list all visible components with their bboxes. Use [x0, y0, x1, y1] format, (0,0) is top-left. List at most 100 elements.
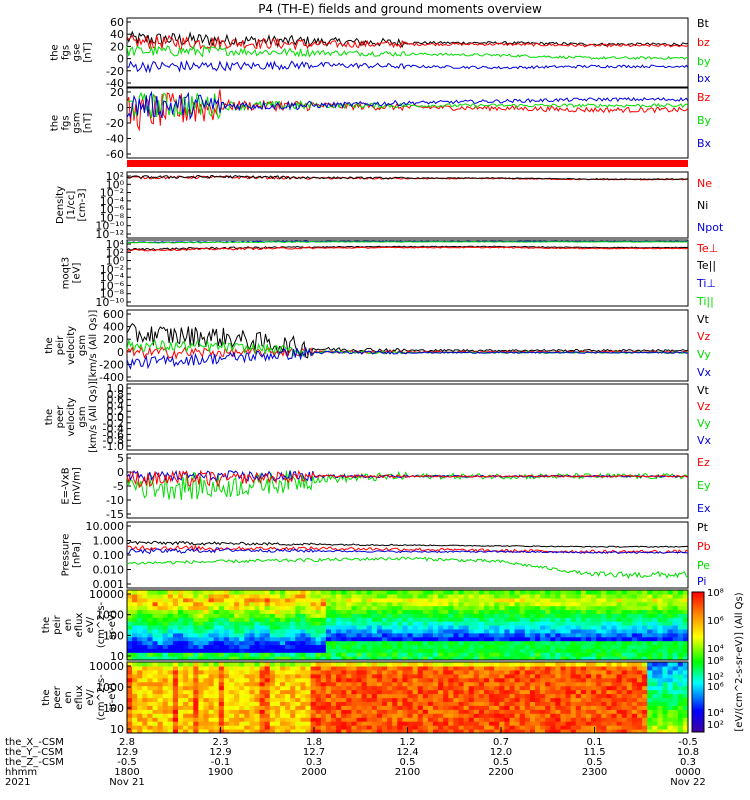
spectrogram-cell: [193, 593, 199, 599]
spectrogram-cell: [325, 625, 332, 630]
spectrogram-cell: [453, 689, 460, 695]
spectrogram-cell: [254, 609, 261, 614]
spectrogram-cell: [162, 665, 169, 671]
spectrogram-cell: [601, 681, 607, 687]
spectrogram-cell: [300, 662, 307, 667]
spectrogram-cell: [152, 648, 159, 653]
spectrogram-cell: [376, 693, 383, 699]
spectrogram-cell: [239, 625, 245, 630]
spectrogram-cell: [621, 665, 628, 671]
spectrogram-cell: [366, 677, 373, 683]
spectrogram-cell: [422, 662, 429, 667]
x-tick-label: 0.3: [680, 757, 696, 768]
spectrogram-cell: [183, 640, 189, 646]
legend-entry: By: [697, 114, 712, 127]
spectrogram-cell: [519, 717, 526, 722]
spectrogram-cell: [601, 673, 607, 679]
spectrogram-cell: [545, 617, 551, 622]
spectrogram-cell: [127, 613, 133, 618]
legend-entry: Ey: [697, 479, 711, 492]
spectrogram-cell: [626, 621, 633, 626]
spectrogram-cell: [616, 725, 623, 730]
spectrogram-cell: [331, 697, 337, 702]
spectrogram-cell: [611, 636, 618, 642]
spectrogram-cell: [550, 628, 556, 634]
spectrogram-cell: [540, 640, 546, 646]
spectrogram-cell: [198, 709, 205, 714]
spectrogram-cell: [402, 605, 409, 611]
spectrogram-cell: [422, 640, 429, 646]
spectrogram-cell: [392, 709, 398, 714]
spectrogram-cell: [274, 597, 281, 603]
spectrogram-cell: [310, 648, 317, 653]
spectrogram-cell: [611, 673, 618, 679]
spectrogram-cell: [484, 609, 490, 614]
spectrogram-cell: [591, 669, 597, 675]
spectrogram-cell: [489, 697, 495, 702]
spectrogram-cell: [463, 685, 470, 691]
spectrogram-cell: [484, 665, 490, 671]
spectrogram-cell: [193, 665, 199, 671]
spectrogram-cell: [652, 677, 658, 683]
spectrogram-cell: [300, 613, 307, 618]
spectrogram-cell: [127, 701, 133, 706]
spectrogram-cell: [657, 677, 664, 683]
spectrogram-cell: [586, 613, 592, 618]
spectrogram-cell: [478, 697, 485, 702]
spectrogram-cell: [580, 640, 587, 646]
spectrogram-cell: [382, 621, 388, 626]
spectrogram-cell: [529, 640, 536, 646]
spectrogram-cell: [320, 636, 327, 642]
spectrogram-cell: [575, 705, 582, 710]
spectrogram-cell: [601, 689, 607, 695]
spectrogram-cell: [473, 701, 480, 706]
spectrogram-cell: [529, 685, 536, 691]
spectrogram-cell: [178, 713, 184, 718]
spectrogram-cell: [412, 621, 419, 626]
spectrogram-cell: [315, 613, 322, 618]
spectrogram-cell: [494, 725, 500, 730]
spectrogram-cell: [346, 593, 352, 599]
spectrogram-cell: [127, 656, 133, 660]
spectrogram-cell: [489, 685, 495, 691]
spectrogram-cell: [152, 656, 159, 660]
spectrogram-cell: [509, 665, 516, 671]
spectrogram-cell: [361, 705, 368, 710]
spectrogram-cell: [448, 609, 454, 614]
spectrogram-cell: [499, 590, 505, 595]
spectrogram-cell: [234, 632, 240, 638]
spectrogram-cell: [325, 656, 332, 660]
spectrogram-cell: [331, 640, 337, 646]
spectrogram-cell: [621, 625, 628, 630]
spectrogram-cell: [305, 601, 312, 607]
spectrogram-cell: [657, 613, 664, 618]
spectrogram-cell: [223, 632, 230, 638]
spectrogram-cell: [570, 656, 577, 660]
spectrogram-cell: [443, 640, 449, 646]
spectrogram-cell: [269, 597, 276, 603]
spectrogram-cell: [147, 681, 154, 687]
spectrogram-cell: [203, 709, 210, 714]
spectrogram-cell: [657, 729, 664, 733]
spectrogram-cell: [223, 717, 230, 722]
spectrogram-cell: [621, 713, 628, 718]
spectrogram-cell: [453, 701, 460, 706]
spectrogram-cell: [366, 621, 373, 626]
spectrogram-cell: [448, 697, 454, 702]
legend-entry: bz: [697, 36, 710, 49]
spectrogram-cell: [325, 662, 332, 667]
spectrogram-cell: [234, 609, 240, 614]
spectrogram-cell: [453, 673, 460, 679]
spectrogram-cell: [407, 652, 414, 657]
spectrogram-cell: [223, 609, 230, 614]
spectrogram-cell: [550, 685, 556, 691]
spectrogram-cell: [458, 601, 465, 607]
spectrogram-cell: [331, 601, 337, 607]
spectrogram-cell: [427, 721, 434, 726]
spectrogram-cell: [682, 662, 688, 667]
spectrogram-cell: [596, 713, 602, 718]
spectrogram-cell: [453, 652, 460, 657]
spectrogram-cell: [453, 705, 460, 710]
spectrogram-cell: [264, 701, 271, 706]
spectrogram-cell: [616, 593, 623, 599]
